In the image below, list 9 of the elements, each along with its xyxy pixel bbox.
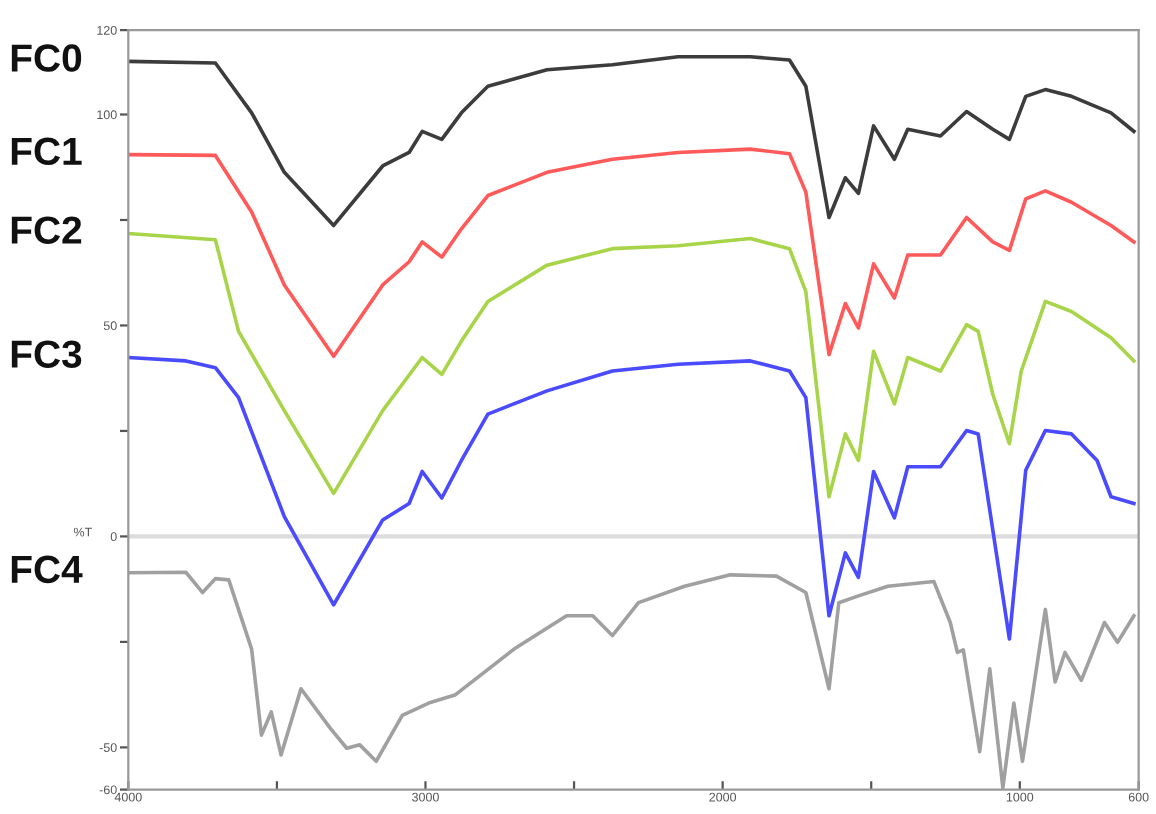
series-label: FC3 — [11, 340, 82, 369]
line-series — [128, 355, 1136, 641]
series-label: FC0 — [11, 44, 82, 72]
line-series — [128, 231, 1136, 499]
series-label: FC2 — [11, 216, 82, 244]
line-series — [128, 54, 1136, 228]
line-series — [128, 147, 1136, 359]
series-label: FC4 — [11, 555, 83, 584]
series-label: FC1 — [11, 137, 82, 166]
